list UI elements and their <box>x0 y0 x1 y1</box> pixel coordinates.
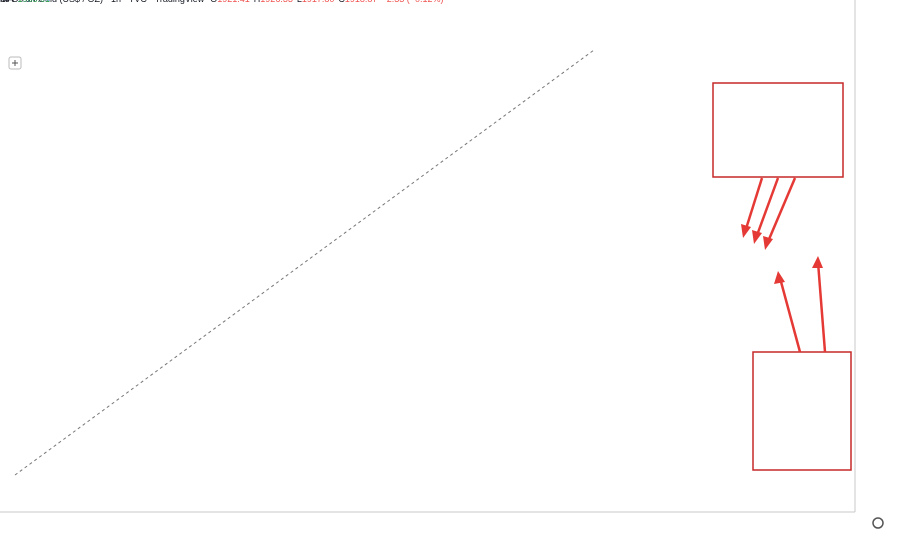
ohlc-value: 1921.41 <box>217 0 250 4</box>
arrow <box>743 177 764 233</box>
ohlc-value: 1926.33 <box>260 0 293 4</box>
chart-title: CFDs on Gold (US$ / OZ) · 1h · TVC · Tra… <box>0 0 205 4</box>
arrow-heads <box>741 224 823 284</box>
add-icon <box>12 60 18 66</box>
ohlc-label: H <box>254 0 261 4</box>
arrow <box>765 177 797 245</box>
note-box <box>752 351 852 471</box>
legend-value: 1930.69 <box>18 0 51 4</box>
ohlc-label: C <box>338 0 345 4</box>
legend-name: MA <box>0 0 14 4</box>
settings-icon[interactable] <box>872 517 884 529</box>
arrow-head <box>774 271 785 284</box>
annotations <box>712 82 852 471</box>
ohlc-label: L <box>297 0 302 4</box>
arrow-head <box>741 224 751 238</box>
arrow-head <box>812 256 823 268</box>
arrow-head <box>752 230 762 244</box>
legend-header: CFDs on Gold (US$ / OZ) · 1h · TVC · Tra… <box>0 0 444 4</box>
note-box <box>712 82 844 178</box>
arrows <box>743 177 827 353</box>
ohlc-label: O <box>210 0 217 4</box>
arrow-head <box>763 236 773 250</box>
legend-entry: MA 1963.61 <box>0 0 50 4</box>
legend-value: 1963.61 <box>18 0 51 4</box>
ohlc-value: 1918.87 <box>345 0 378 4</box>
change: −2.33 (−0.12%) <box>381 0 443 4</box>
arrow <box>778 277 802 353</box>
arrow <box>816 261 827 353</box>
legend-entry: MA 1930.69 <box>0 0 50 4</box>
ohlc-value: 1917.80 <box>302 0 335 4</box>
legend: CFDs on Gold (US$ / OZ) · 1h · TVC · Tra… <box>0 0 444 4</box>
legend-name: MA <box>0 0 14 4</box>
arrow <box>754 177 780 239</box>
